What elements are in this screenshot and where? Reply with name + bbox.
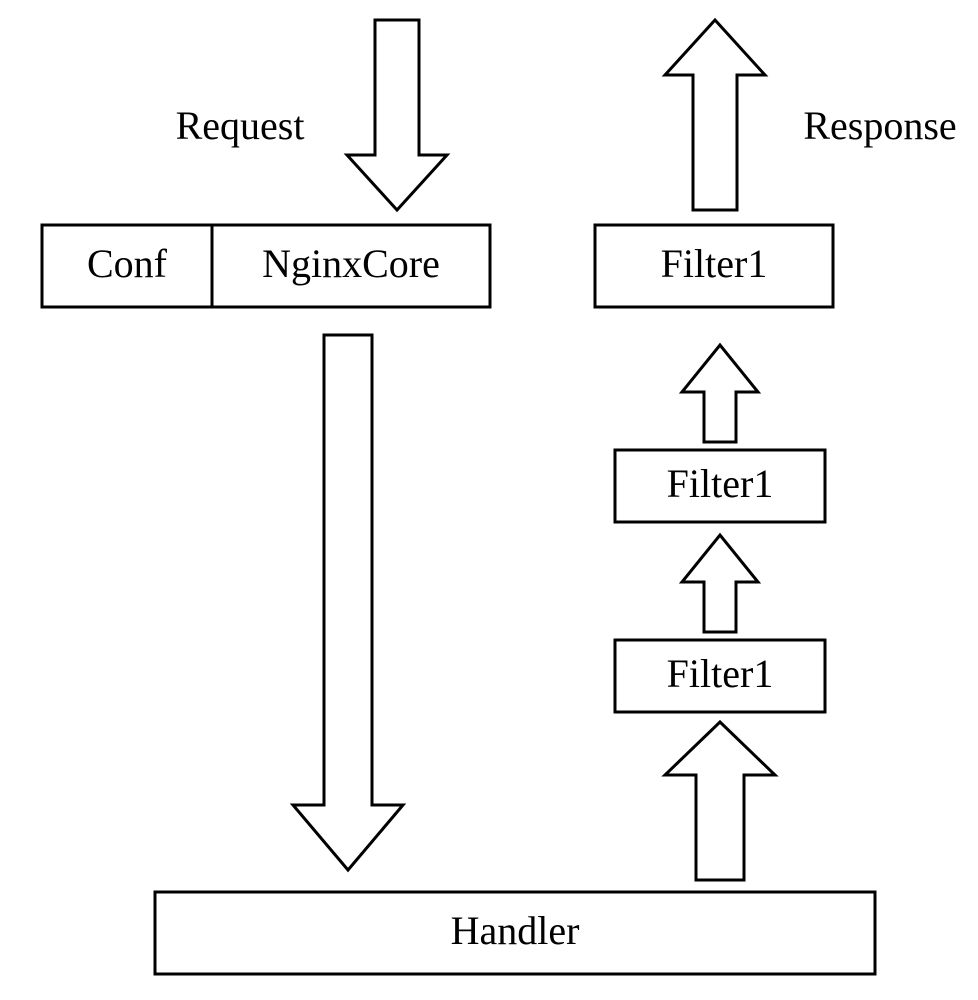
handler_to_filterbot_up-arrow [665,722,775,880]
nginxcore-label: NginxCore [262,241,440,286]
filter_bot-label: Filter1 [667,651,774,696]
filter_mid-label: Filter1 [667,461,774,506]
request-label: Request [176,103,305,148]
filter_top-label: Filter1 [661,241,768,286]
request_down-arrow [347,20,447,210]
response-label: Response [803,103,956,148]
response_up-arrow [665,20,765,210]
core_to_handler_down-arrow [293,335,403,870]
filterbot_to_filtermid_up-arrow [682,535,758,632]
handler-label: Handler [451,908,580,953]
conf-label: Conf [87,241,168,286]
filtermid_to_filtertop_up-arrow [682,345,758,442]
